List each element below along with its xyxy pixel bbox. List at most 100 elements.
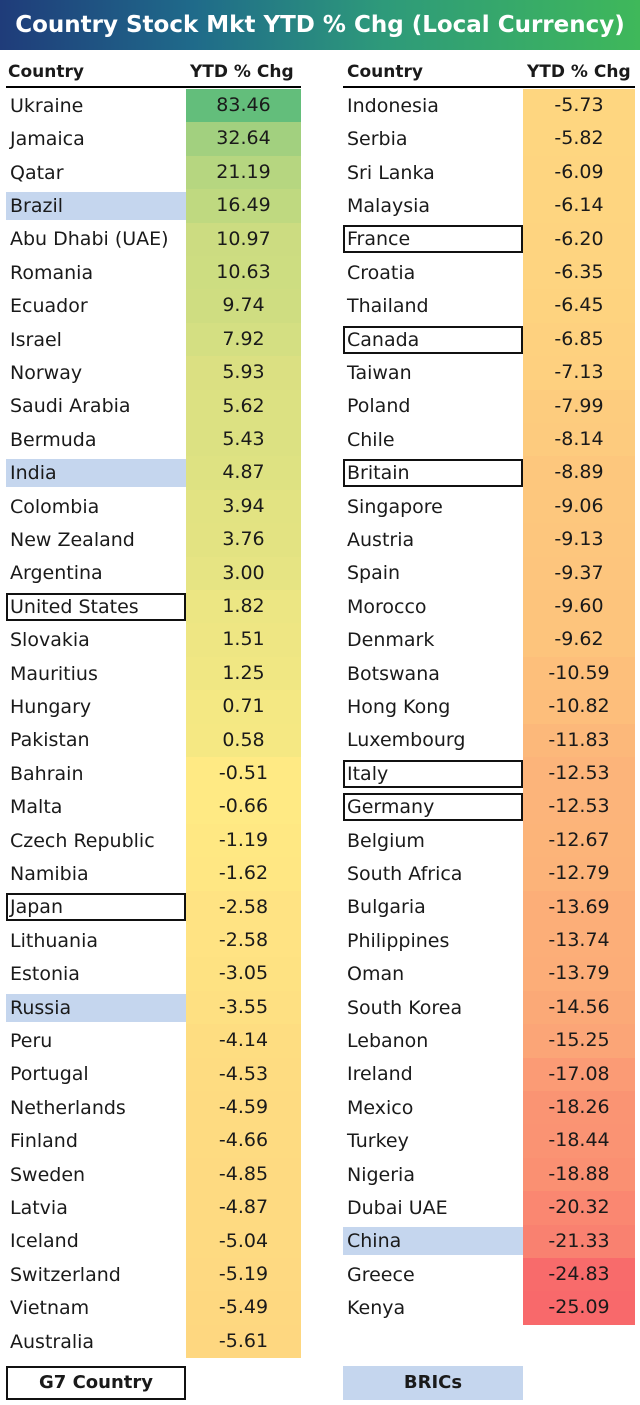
country-name: Chile: [347, 428, 395, 451]
country-name: Iceland: [10, 1230, 79, 1253]
ytd-change-value: -4.85: [186, 1157, 301, 1192]
country-name: Colombia: [10, 495, 100, 518]
ytd-change-value: 1.82: [186, 590, 301, 624]
country-name: Canada: [343, 325, 523, 354]
ytd-change-value: -9.06: [523, 489, 635, 524]
header-divider-left: [6, 86, 301, 88]
country-name: Vietnam: [10, 1297, 90, 1320]
ytd-change-value: -5.49: [186, 1291, 301, 1325]
country-name: Indonesia: [347, 94, 439, 117]
country-name: Estonia: [10, 963, 80, 986]
country-name: Malta: [10, 796, 63, 819]
ytd-change-value: 21.19: [186, 155, 301, 190]
ytd-change-value: 5.43: [186, 423, 301, 457]
country-name: Switzerland: [10, 1263, 121, 1286]
country-name: China: [343, 1227, 523, 1256]
ytd-change-value: -5.82: [523, 122, 635, 156]
country-name: Bermuda: [10, 428, 97, 451]
ytd-change-value: -9.62: [523, 623, 635, 657]
country-name: Serbia: [347, 128, 408, 151]
country-name: France: [343, 225, 523, 254]
ytd-change-value: -1.19: [186, 823, 301, 858]
ytd-change-value: -4.14: [186, 1024, 301, 1058]
legend-g7-country: G7 Country: [6, 1366, 186, 1400]
country-name: Russia: [6, 993, 186, 1022]
ytd-change-value: 83.46: [186, 89, 301, 123]
country-name: Bahrain: [10, 762, 84, 785]
country-name: New Zealand: [10, 528, 135, 551]
country-name: Sweden: [10, 1163, 86, 1186]
country-name: Italy: [343, 759, 523, 788]
country-name: Saudi Arabia: [10, 395, 131, 418]
country-name: Finland: [10, 1130, 78, 1153]
ytd-change-value: -0.66: [186, 790, 301, 824]
ytd-change-value: 10.97: [186, 222, 301, 256]
ytd-change-value: 0.71: [186, 690, 301, 724]
ytd-change-value: -8.14: [523, 423, 635, 457]
country-name: South Africa: [347, 862, 463, 885]
ytd-change-value: -6.35: [523, 256, 635, 290]
country-name: Lebanon: [347, 1029, 429, 1052]
country-name: Australia: [10, 1330, 95, 1353]
ytd-change-value: -18.88: [523, 1157, 635, 1192]
country-name: Latvia: [10, 1196, 68, 1219]
chart-title: Country Stock Mkt YTD % Chg (Local Curre…: [0, 0, 640, 50]
country-name: Botswana: [347, 662, 440, 685]
ytd-change-value: -13.79: [523, 957, 635, 991]
country-name: Lithuania: [10, 929, 99, 952]
ytd-change-value: -6.09: [523, 155, 635, 190]
ytd-change-value: -4.87: [186, 1191, 301, 1225]
ytd-change-value: -6.14: [523, 189, 635, 223]
ytd-change-value: 1.51: [186, 623, 301, 657]
ytd-change-value: -18.44: [523, 1124, 635, 1158]
ytd-change-value: -20.32: [523, 1191, 635, 1225]
header-country-right: Country: [347, 62, 423, 82]
country-name: Portugal: [10, 1063, 89, 1086]
country-name: Hong Kong: [347, 695, 451, 718]
country-name: Singapore: [347, 495, 443, 518]
country-name: Austria: [347, 528, 415, 551]
ytd-change-value: -13.69: [523, 890, 635, 924]
country-name: Czech Republic: [10, 829, 155, 852]
country-name: Croatia: [347, 261, 416, 284]
country-name: Jamaica: [10, 128, 85, 151]
ytd-change-value: 9.74: [186, 289, 301, 323]
country-name: Namibia: [10, 862, 89, 885]
ytd-change-value: 5.62: [186, 389, 301, 423]
ytd-change-value: -4.53: [186, 1057, 301, 1091]
country-name: Oman: [347, 963, 405, 986]
country-name: Qatar: [10, 161, 64, 184]
ytd-change-value: -8.89: [523, 456, 635, 490]
country-name: Mexico: [347, 1096, 414, 1119]
ytd-change-value: 3.76: [186, 523, 301, 557]
ytd-change-value: -12.53: [523, 757, 635, 791]
country-name: Britain: [343, 459, 523, 488]
ytd-change-value: -9.60: [523, 590, 635, 624]
country-name: Ecuador: [10, 295, 88, 318]
country-name: Sri Lanka: [347, 161, 435, 184]
ytd-change-value: 3.00: [186, 556, 301, 590]
country-name: Argentina: [10, 562, 103, 585]
ytd-change-value: -3.05: [186, 957, 301, 991]
country-name: South Korea: [347, 996, 463, 1019]
country-name: Bulgaria: [347, 896, 426, 919]
ytd-change-value: -3.55: [186, 990, 301, 1025]
ytd-change-value: -6.45: [523, 289, 635, 323]
ytd-change-value: -5.04: [186, 1224, 301, 1258]
ytd-change-value: -17.08: [523, 1057, 635, 1091]
country-name: Netherlands: [10, 1096, 126, 1119]
ytd-change-value: 32.64: [186, 122, 301, 156]
country-name: Luxembourg: [347, 729, 466, 752]
ytd-change-value: 0.58: [186, 723, 301, 757]
country-name: Ireland: [347, 1063, 413, 1086]
country-name: Hungary: [10, 695, 92, 718]
ytd-change-value: 4.87: [186, 456, 301, 490]
ytd-change-value: -6.20: [523, 222, 635, 256]
country-name: Norway: [10, 361, 83, 384]
ytd-change-value: -13.74: [523, 924, 635, 958]
country-name: Malaysia: [347, 194, 431, 217]
ytd-change-value: 16.49: [186, 189, 301, 223]
header-divider-right: [343, 86, 635, 88]
ytd-change-value: -11.83: [523, 723, 635, 757]
